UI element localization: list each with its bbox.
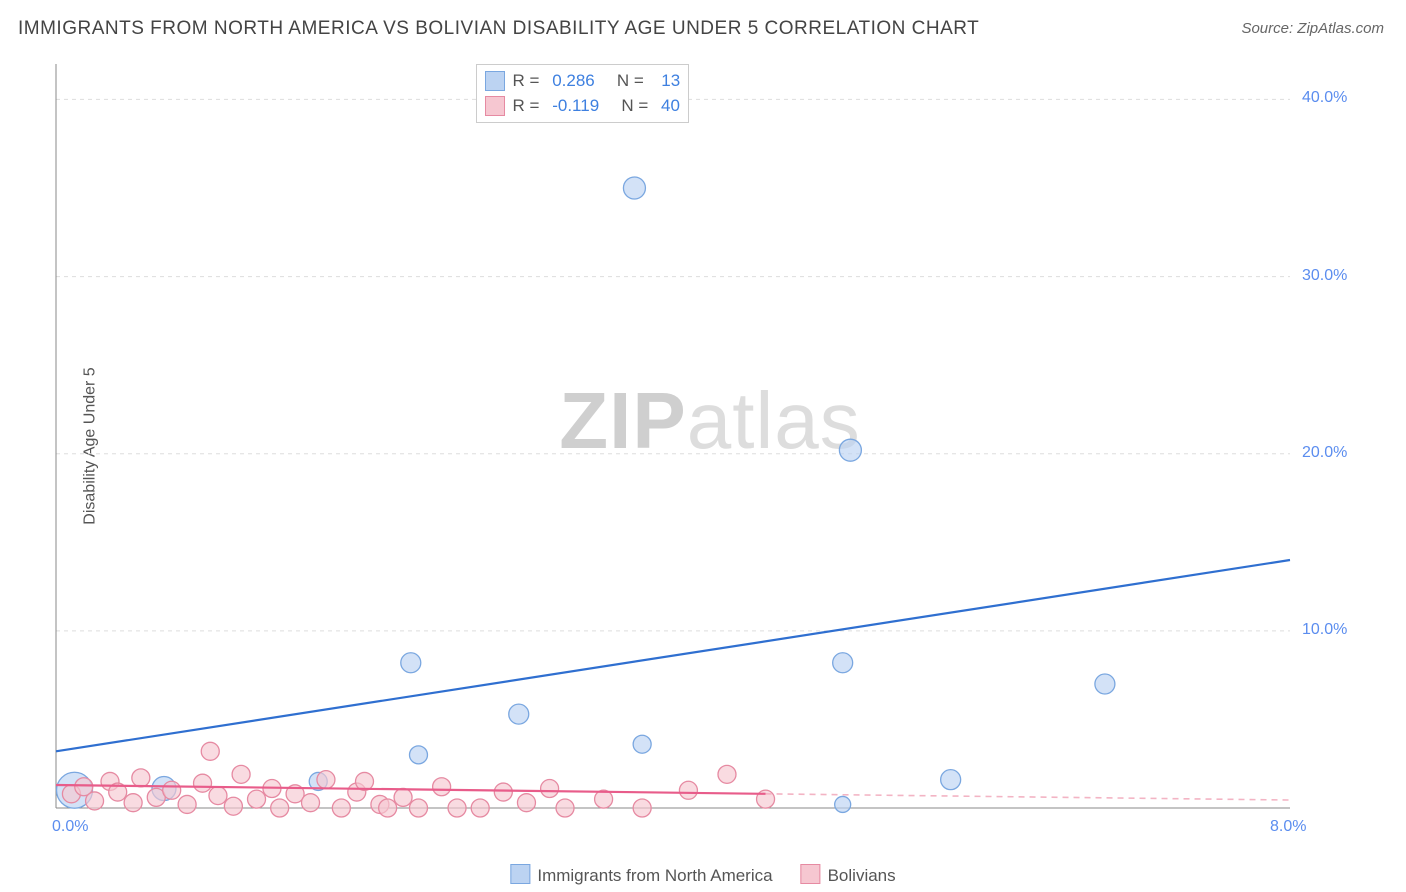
legend-swatch-icon (801, 864, 821, 884)
chart-container: IMMIGRANTS FROM NORTH AMERICA VS BOLIVIA… (0, 0, 1406, 892)
stats-row: R = 0.286 N = 13 (485, 69, 681, 94)
y-tick-label: 40.0% (1302, 89, 1347, 107)
legend-item: Immigrants from North America (510, 864, 772, 886)
stats-n-value: 40 (661, 94, 680, 119)
stats-r-label: R = (513, 94, 545, 119)
legend-swatch-icon (510, 864, 530, 884)
y-tick-label: 10.0% (1302, 621, 1347, 639)
x-axis-min-label: 0.0% (52, 818, 88, 836)
legend-label: Immigrants from North America (537, 866, 772, 885)
stats-swatch-icon (485, 71, 505, 91)
stats-box: R = 0.286 N = 13R = -0.119 N = 40 (476, 64, 690, 123)
stats-r-label: R = (513, 69, 545, 94)
legend-item: Bolivians (801, 864, 896, 886)
chart-title: IMMIGRANTS FROM NORTH AMERICA VS BOLIVIA… (18, 18, 979, 40)
stats-n-value: 13 (657, 69, 681, 94)
stats-row: R = -0.119 N = 40 (485, 94, 681, 119)
plot-area: ZIPatlas R = 0.286 N = 13R = -0.119 N = … (50, 58, 1370, 848)
y-tick-label: 30.0% (1302, 267, 1347, 285)
stats-r-value: -0.119 (552, 94, 599, 119)
stats-r-value: 0.286 (552, 69, 595, 94)
stats-n-label: N = (603, 69, 649, 94)
stats-n-label: N = (607, 94, 653, 119)
chart-svg (50, 58, 1370, 848)
source-attribution: Source: ZipAtlas.com (1241, 20, 1384, 37)
bottom-legend: Immigrants from North America Bolivians (510, 864, 895, 886)
y-tick-label: 20.0% (1302, 444, 1347, 462)
legend-label: Bolivians (828, 866, 896, 885)
x-axis-max-label: 8.0% (1270, 818, 1306, 836)
stats-swatch-icon (485, 96, 505, 116)
